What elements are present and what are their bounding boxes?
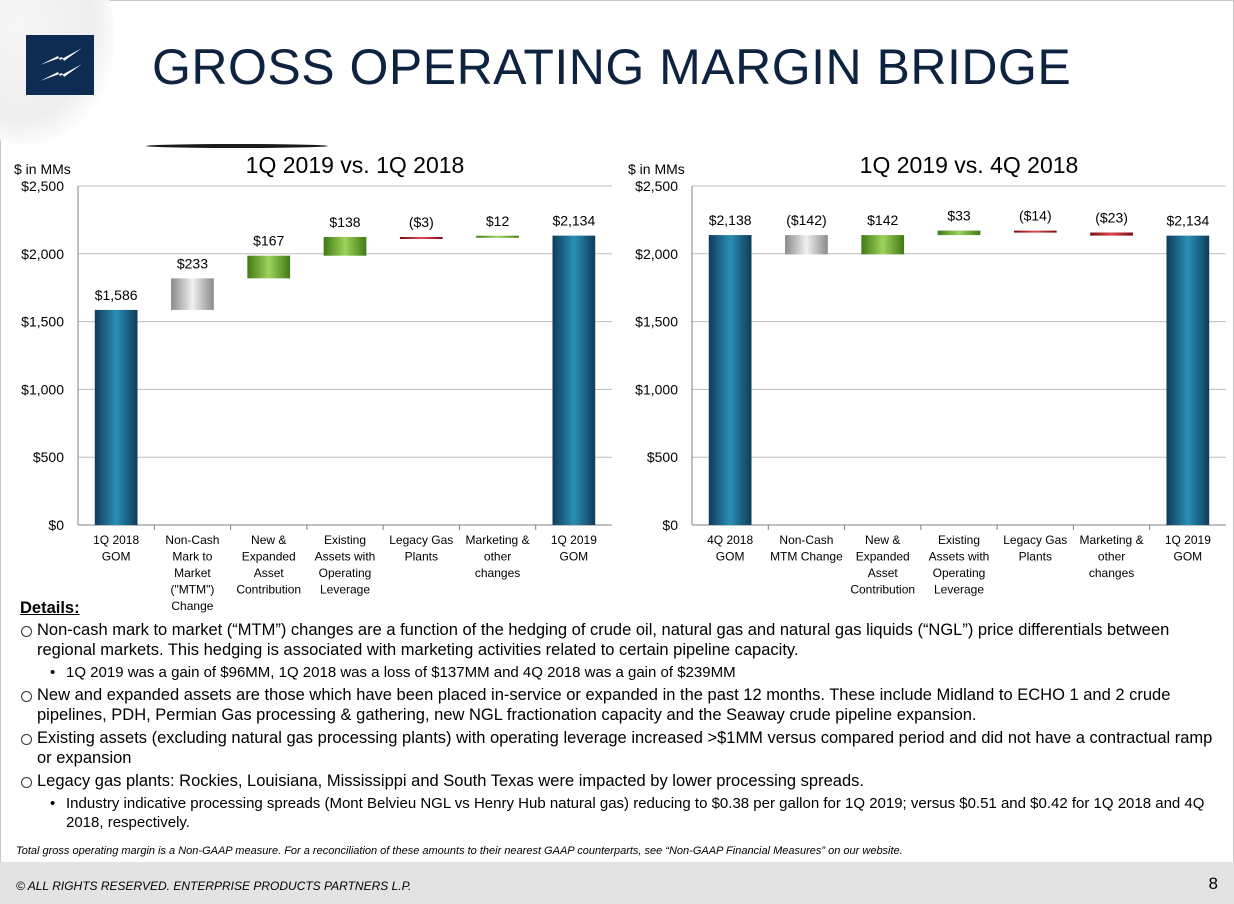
y-tick-label: $1,000: [21, 381, 64, 397]
waterfall-bar: [171, 278, 214, 310]
category-label: New & Expanded Asset Contribution: [236, 533, 301, 597]
details-subbullet: 1Q 2019 was a gain of $96MM, 1Q 2018 was…: [20, 663, 1225, 682]
waterfall-bar: [1013, 230, 1057, 233]
details-bullet: Legacy gas plants: Rockies, Louisiana, M…: [20, 771, 1225, 791]
data-label: $33: [947, 208, 971, 224]
details-section: Details: Non-cash mark to market (“MTM”)…: [20, 598, 1225, 835]
data-label: $1,586: [95, 287, 138, 303]
y-axis-unit-label: $ in MMs: [14, 161, 71, 177]
y-tick-label: $1,500: [635, 314, 678, 330]
page-title: GROSS OPERATING MARGIN BRIDGE: [152, 39, 1072, 95]
footer-bar: © ALL RIGHTS RESERVED. ENTERPRISE PRODUC…: [0, 862, 1234, 904]
copyright-text: © ALL RIGHTS RESERVED. ENTERPRISE PRODUC…: [16, 879, 412, 893]
y-tick-label: $2,500: [635, 178, 678, 194]
category-label: Existing Assets with Operating Leverage: [929, 533, 990, 597]
chart-1q19-vs-4q18: 1Q 2019 vs. 4Q 2018 $ in MMs $0 $500 $1,000 $…: [628, 152, 1226, 597]
waterfall-bar: [247, 255, 291, 279]
y-axis-unit-label: $ in MMs: [628, 161, 685, 177]
waterfall-bar: [937, 230, 981, 236]
waterfall-bar: [323, 236, 367, 256]
waterfall-bar: [1090, 232, 1133, 236]
waterfall-bar: [785, 235, 828, 255]
data-label: $142: [867, 212, 898, 228]
details-heading: Details:: [20, 599, 80, 617]
category-label: Existing Assets with Operating Leverage: [315, 533, 376, 597]
waterfall-bar: [1166, 235, 1210, 525]
data-label: $2,134: [552, 213, 595, 229]
waterfall-bar: [399, 236, 443, 239]
waterfall-bar: [476, 235, 519, 238]
company-logo: [26, 35, 94, 95]
details-bullet: New and expanded assets are those which …: [20, 685, 1225, 725]
data-label: $2,138: [709, 212, 752, 228]
category-label: Legacy Gas Plants: [389, 533, 453, 564]
waterfall-bar: [861, 235, 905, 255]
data-label: ($142): [786, 212, 826, 228]
data-label: $2,134: [1166, 213, 1209, 229]
category-label: 4Q 2018 GOM: [707, 533, 753, 564]
chart-title: 1Q 2019 vs. 1Q 2018: [246, 152, 465, 178]
category-label: Legacy Gas Plants: [1003, 533, 1067, 564]
waterfall-bar: [708, 235, 752, 525]
lightning-bolt-icon: [40, 48, 82, 81]
waterfall-bar: [94, 309, 138, 525]
details-bullet: Existing assets (excluding natural gas p…: [20, 728, 1225, 768]
waterfall-bar: [552, 235, 596, 525]
category-label: Marketing & other changes: [466, 533, 530, 580]
y-tick-label: $1,000: [635, 381, 678, 397]
data-label: ($14): [1019, 208, 1052, 224]
details-subbullet: Industry indicative processing spreads (…: [20, 794, 1225, 832]
title-underline: [146, 144, 328, 148]
data-label: ($23): [1095, 210, 1128, 226]
category-label: 1Q 2019 GOM: [551, 533, 597, 564]
y-tick-label: $500: [33, 449, 64, 465]
category-label: Non-Cash Mark to Market ("MTM") Change: [165, 533, 219, 613]
category-label: Marketing & other changes: [1080, 533, 1144, 580]
y-tick-label: $500: [647, 449, 678, 465]
data-label: $167: [253, 233, 284, 249]
category-label: Non-Cash MTM Change: [770, 533, 843, 564]
y-tick-label: $2,000: [21, 246, 64, 262]
chart-1q19-vs-1q18: 1Q 2019 vs. 1Q 2018 $ in MMs $0 $500 $1,000 $…: [14, 152, 612, 613]
category-label: 1Q 2019 GOM: [1165, 533, 1211, 564]
category-label: New & Expanded Asset Contribution: [850, 533, 915, 597]
non-gaap-footnote: Total gross operating margin is a Non-GA…: [16, 845, 903, 857]
y-tick-label: $0: [48, 517, 64, 533]
chart-title: 1Q 2019 vs. 4Q 2018: [860, 152, 1079, 178]
details-bullet: Non-cash mark to market (“MTM”) changes …: [20, 620, 1225, 660]
data-label: $233: [177, 255, 208, 271]
data-label: ($3): [409, 214, 434, 230]
data-label: $12: [486, 213, 510, 229]
y-tick-label: $2,000: [635, 246, 678, 262]
y-tick-label: $2,500: [21, 178, 64, 194]
y-tick-label: $0: [662, 517, 678, 533]
y-tick-label: $1,500: [21, 314, 64, 330]
category-label: 1Q 2018 GOM: [93, 533, 139, 564]
page-number: 8: [1208, 874, 1218, 893]
data-label: $138: [329, 214, 360, 230]
